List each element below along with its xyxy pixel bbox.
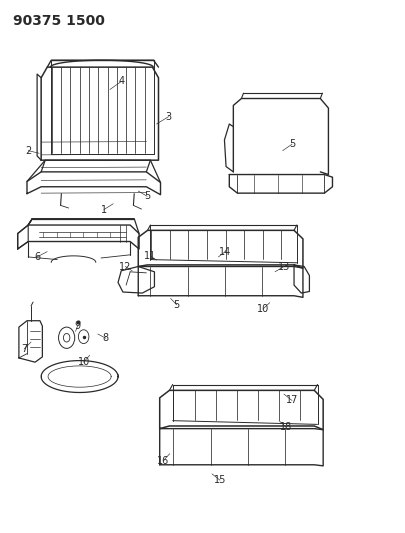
Text: 3: 3	[165, 111, 171, 122]
Text: 10: 10	[77, 357, 90, 367]
Text: 14: 14	[219, 247, 231, 256]
Text: 5: 5	[173, 300, 179, 310]
Text: 18: 18	[279, 422, 291, 432]
Text: 6: 6	[34, 252, 40, 262]
Text: 10: 10	[256, 304, 269, 314]
Text: 5: 5	[144, 191, 150, 201]
Text: 1: 1	[100, 205, 107, 215]
Text: 5: 5	[288, 139, 294, 149]
Text: 15: 15	[213, 475, 226, 485]
Text: 9: 9	[75, 321, 81, 331]
Text: 12: 12	[119, 262, 131, 271]
Text: 2: 2	[25, 146, 31, 156]
Text: 17: 17	[285, 395, 297, 406]
Text: 7: 7	[21, 344, 27, 354]
Text: 4: 4	[118, 77, 124, 86]
Text: 90375 1500: 90375 1500	[13, 14, 104, 28]
Text: 11: 11	[144, 251, 156, 261]
Text: 8: 8	[102, 333, 109, 343]
Text: 16: 16	[157, 456, 169, 465]
Text: 13: 13	[277, 262, 289, 271]
